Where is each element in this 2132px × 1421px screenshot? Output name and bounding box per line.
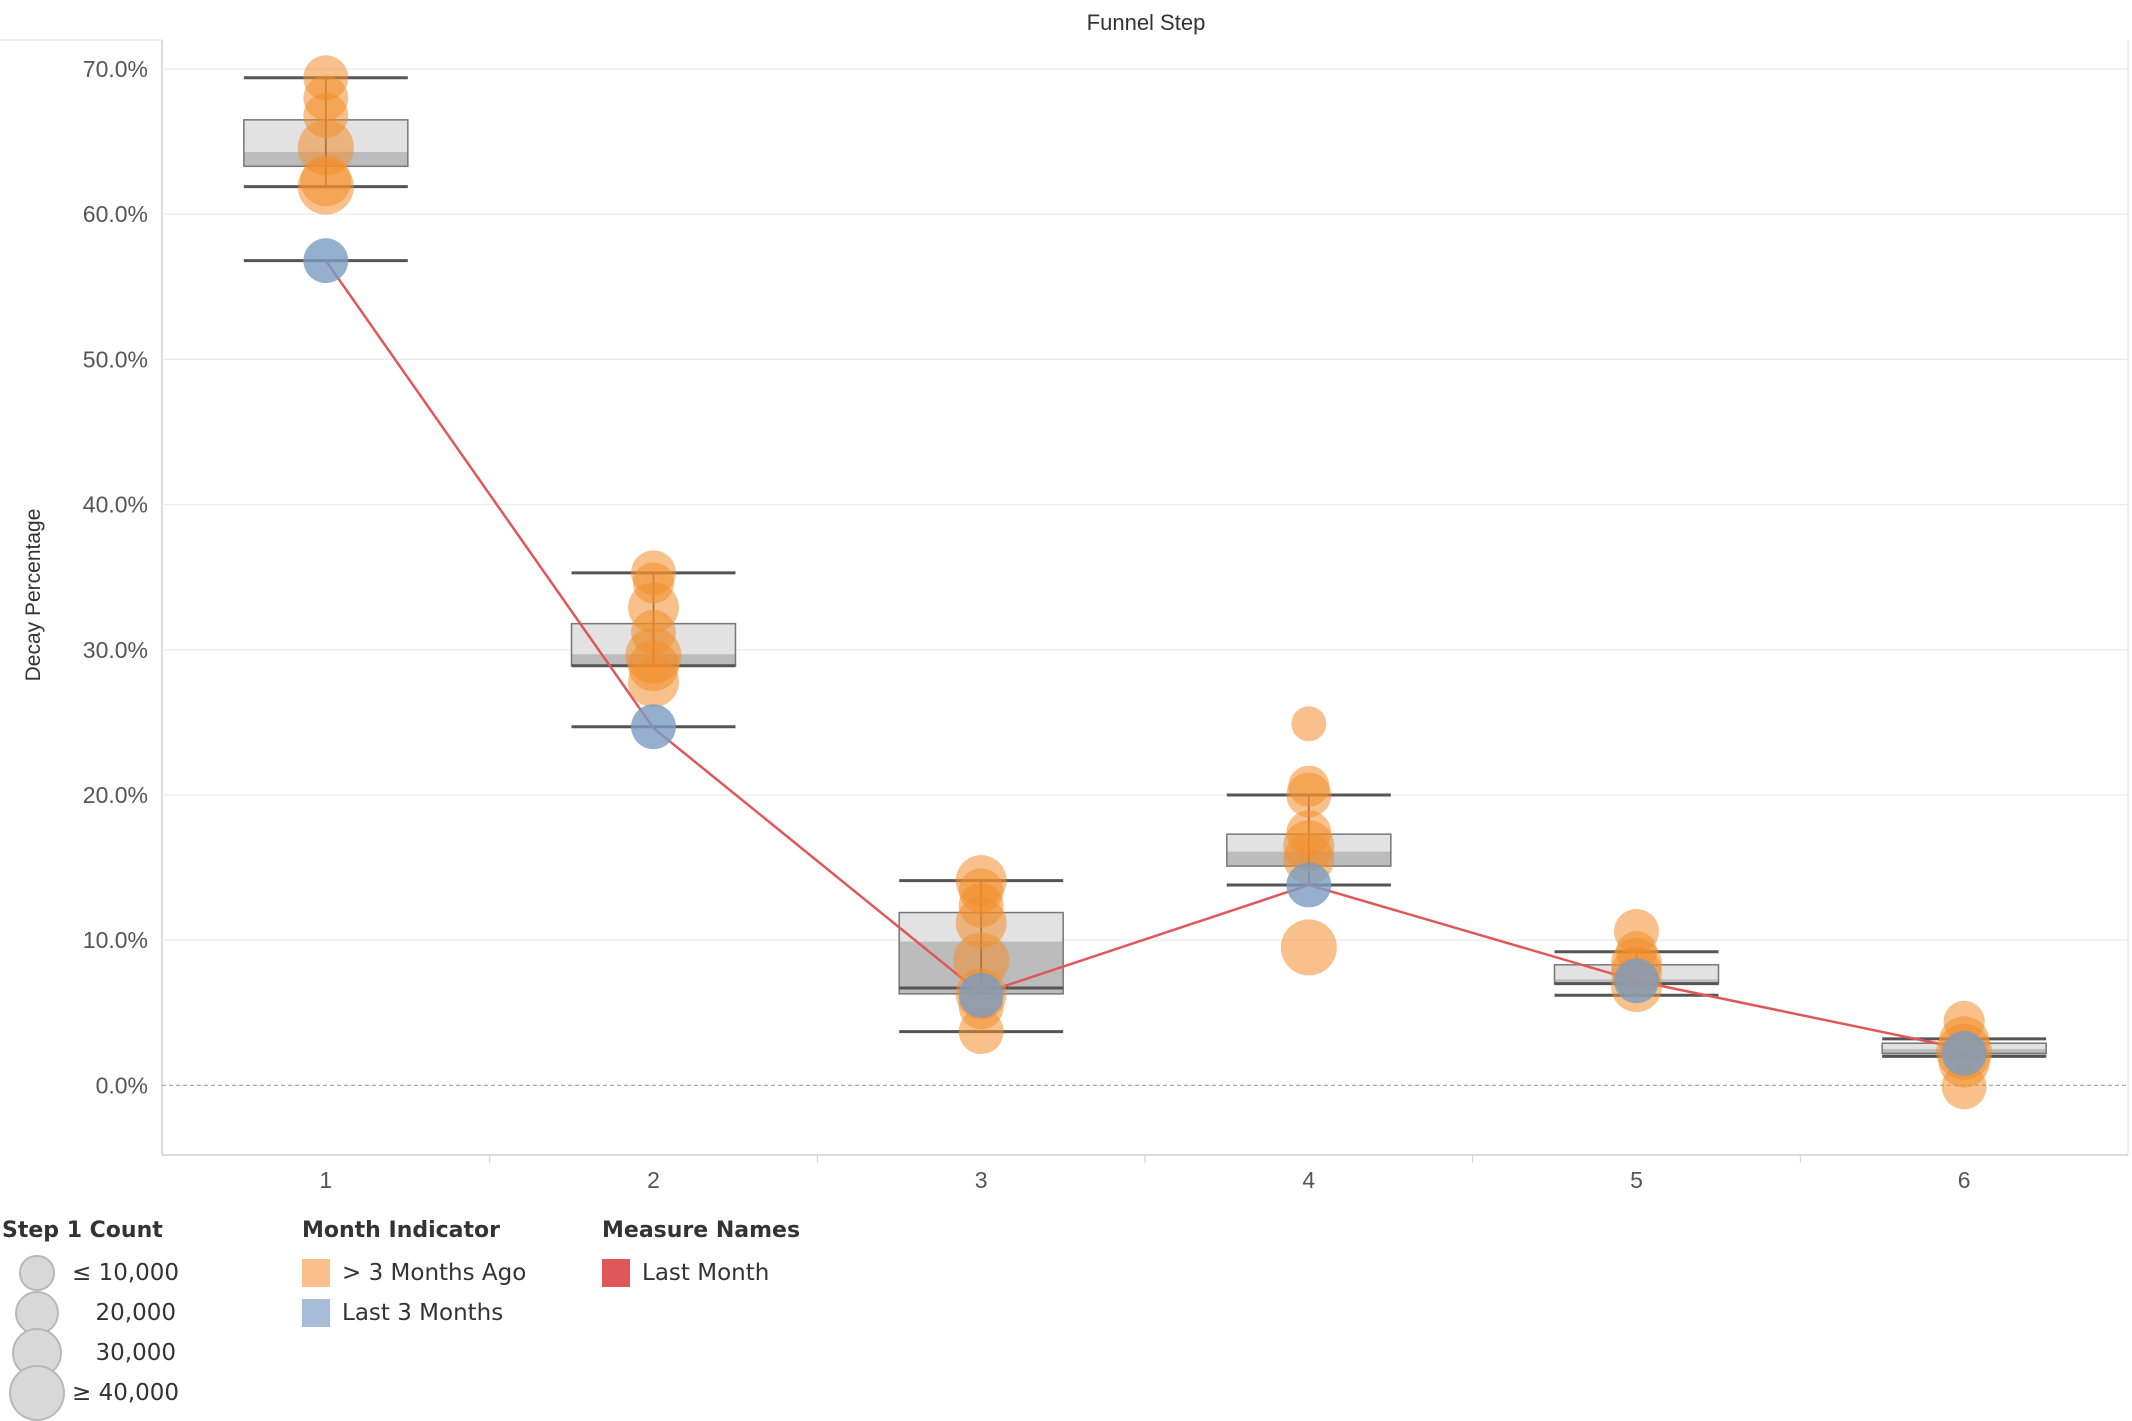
size-legend-cell — [2, 1255, 72, 1291]
last-month-path — [324, 259, 1965, 1051]
y-tick-label: 40.0% — [83, 492, 148, 518]
x-tick-label: 3 — [975, 1167, 988, 1193]
data-points — [297, 55, 1993, 1110]
size-legend-label: ≤ 10,000 — [72, 1260, 180, 1286]
point-older — [1291, 706, 1327, 742]
gridlines — [162, 68, 2128, 1086]
point-older — [297, 158, 354, 215]
legend-item-label: Last 3 Months — [342, 1300, 504, 1326]
last-month-swatch — [602, 1259, 630, 1287]
size-legend-item[interactable]: 20,000 — [2, 1290, 176, 1336]
size-legend-label: ≥ 40,000 — [72, 1380, 180, 1406]
point-older — [1280, 919, 1337, 976]
size-legend-label: 30,000 — [95, 1340, 176, 1366]
legend-measure-names: Measure Names Last Month — [602, 1218, 800, 1293]
point-recent — [958, 972, 1004, 1018]
point-recent — [1286, 862, 1332, 908]
legend-item-label: > 3 Months Ago — [342, 1260, 527, 1286]
legend-measure-title: Measure Names — [602, 1218, 801, 1243]
chart-title: Funnel Step — [1087, 10, 1206, 35]
point-older — [628, 656, 679, 708]
x-tick-label: 5 — [1630, 1167, 1643, 1193]
y-axis-ticks: 70.0% 60.0% 50.0% 40.0% 30.0% 20.0% 10.0% 0.0% — [83, 56, 148, 1098]
y-axis-label: Decay Percentage — [22, 509, 45, 682]
legend-item-last-month[interactable]: Last Month — [602, 1253, 800, 1293]
x-tick-label: 2 — [647, 1167, 660, 1193]
point-recent — [631, 704, 676, 750]
size-legend-item[interactable]: ≤ 10,000 — [2, 1253, 180, 1293]
y-tick-label: 70.0% — [83, 56, 148, 82]
decay-chart: Funnel Step 70.0%60.0%50.0%40.0%30.0%20.… — [0, 10, 2129, 1193]
point-recent — [1614, 958, 1659, 1004]
point-older — [1941, 1064, 1987, 1110]
size-legend-item[interactable]: ≥ 40,000 — [2, 1365, 180, 1421]
size-circle-icon — [9, 1365, 65, 1421]
size-circle-icon — [19, 1255, 55, 1291]
x-axis-ticks: 1 2 3 4 5 6 — [319, 1167, 1970, 1193]
y-tick-label: 60.0% — [83, 201, 148, 227]
boxplots — [243, 76, 2047, 1058]
legend-step1-count: Step 1 Count ≤ 10,000 20,000 30,000 ≥ 40,00… — [2, 1218, 180, 1421]
y-tick-label: 50.0% — [83, 346, 148, 372]
legend-item-older[interactable]: > 3 Months Ago — [302, 1253, 526, 1293]
legend-item-recent[interactable]: Last 3 Months — [302, 1293, 526, 1333]
point-older — [1286, 772, 1332, 818]
point-older — [958, 1009, 1004, 1055]
point-recent — [303, 238, 349, 284]
y-tick-label: 10.0% — [83, 927, 148, 953]
y-tick-label: 0.0% — [96, 1072, 148, 1098]
legend-item-label: Last Month — [642, 1260, 770, 1286]
x-tick-label: 6 — [1958, 1167, 1971, 1193]
last-month-line — [324, 259, 1965, 1051]
y-tick-label: 20.0% — [83, 782, 148, 808]
size-legend-label: 20,000 — [95, 1300, 176, 1326]
x-tick-label: 4 — [1302, 1167, 1315, 1193]
older-swatch — [302, 1259, 330, 1287]
legend-size-title: Step 1 Count — [2, 1218, 163, 1243]
x-tick-label: 1 — [319, 1167, 332, 1193]
recent-swatch — [302, 1299, 330, 1327]
legend-month-indicator: Month Indicator > 3 Months Ago Last 3 Mo… — [302, 1218, 526, 1333]
legend-color-title: Month Indicator — [302, 1218, 501, 1243]
plot-frame — [0, 39, 2129, 1163]
y-tick-label: 30.0% — [83, 637, 148, 663]
size-legend-cell — [2, 1365, 72, 1421]
point-older — [955, 897, 1007, 949]
legend-size-items: ≤ 10,000 20,000 30,000 ≥ 40,000 — [2, 1253, 180, 1421]
point-recent — [1941, 1030, 1987, 1076]
